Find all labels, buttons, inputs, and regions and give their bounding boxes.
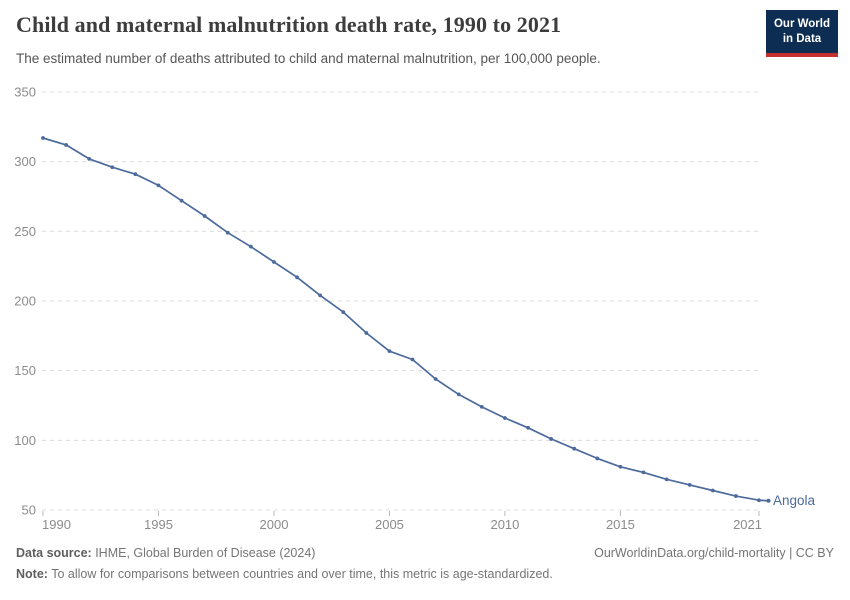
note-label: Note: xyxy=(16,567,48,581)
data-point-marker xyxy=(664,477,669,482)
owid-logo-line1: Our World xyxy=(773,18,830,30)
y-axis-tick-label: 200 xyxy=(14,294,36,309)
end-label-connector xyxy=(758,499,769,502)
data-point-marker xyxy=(479,404,484,409)
data-source-value: IHME, Global Burden of Disease (2024) xyxy=(91,546,316,560)
y-axis-tick-label: 100 xyxy=(14,433,36,448)
owid-logo[interactable]: Our World in Data xyxy=(766,10,838,57)
x-axis-tick-label: 2010 xyxy=(490,517,519,532)
data-point-marker xyxy=(364,331,369,335)
data-point-marker xyxy=(295,275,299,280)
data-point-marker xyxy=(202,214,207,218)
x-axis-tick-label: 2021 xyxy=(733,517,762,532)
data-point-marker xyxy=(248,244,253,249)
x-axis-tick-label: 2000 xyxy=(260,517,289,532)
data-point-marker xyxy=(641,470,646,475)
data-point-marker xyxy=(433,377,438,381)
data-point-marker xyxy=(618,464,623,469)
y-axis-tick-label: 350 xyxy=(14,85,36,100)
data-point-marker xyxy=(156,183,161,188)
chart-footer: Data source: IHME, Global Burden of Dise… xyxy=(16,546,834,560)
data-point-marker xyxy=(710,488,715,493)
data-source-text: Data source: IHME, Global Burden of Dise… xyxy=(16,546,315,560)
data-point-marker xyxy=(503,416,507,420)
data-point-marker xyxy=(687,483,692,487)
data-point-marker xyxy=(572,446,577,451)
data-point-marker xyxy=(734,494,738,498)
owid-logo-line2: in Data xyxy=(782,32,822,45)
y-axis-tick-label: 300 xyxy=(14,154,36,169)
end-label-arrow-dot xyxy=(766,498,771,503)
data-point-marker xyxy=(64,143,68,147)
data-point-marker xyxy=(179,198,184,203)
data-point-marker xyxy=(387,349,392,354)
data-point-marker xyxy=(272,260,276,264)
data-point-marker xyxy=(133,172,138,177)
data-source-label: Data source: xyxy=(16,546,92,560)
data-point-marker xyxy=(549,437,554,441)
chart-title: Child and maternal malnutrition death ra… xyxy=(16,12,562,37)
chart-subtitle: The estimated number of deaths attribute… xyxy=(16,51,601,66)
data-point-marker xyxy=(526,425,530,430)
chart-note: Note: To allow for comparisons between c… xyxy=(16,567,834,581)
y-axis-tick-label: 50 xyxy=(22,503,36,518)
data-point-marker xyxy=(595,456,600,461)
data-point-marker xyxy=(341,310,346,315)
series-end-label-angola: Angola xyxy=(773,493,816,508)
x-axis-tick-label: 2005 xyxy=(375,517,404,532)
data-point-marker xyxy=(410,357,415,362)
y-axis-tick-label: 150 xyxy=(14,363,36,378)
x-axis-tick-label: 2015 xyxy=(606,517,635,532)
data-point-marker xyxy=(225,230,230,235)
data-point-marker xyxy=(456,392,461,397)
data-point-marker xyxy=(318,293,323,298)
x-axis-tick-label: 1990 xyxy=(42,517,71,532)
owid-url-link[interactable]: OurWorldinData.org/child-mortality | CC … xyxy=(594,546,834,560)
data-point-marker xyxy=(87,156,92,161)
data-point-marker xyxy=(110,165,115,170)
note-value: To allow for comparisons between countri… xyxy=(47,567,553,581)
angola-line-series xyxy=(42,137,760,502)
y-axis-tick-label: 250 xyxy=(14,224,36,239)
data-point-marker xyxy=(41,136,45,140)
x-axis-tick-label: 1995 xyxy=(144,517,173,532)
